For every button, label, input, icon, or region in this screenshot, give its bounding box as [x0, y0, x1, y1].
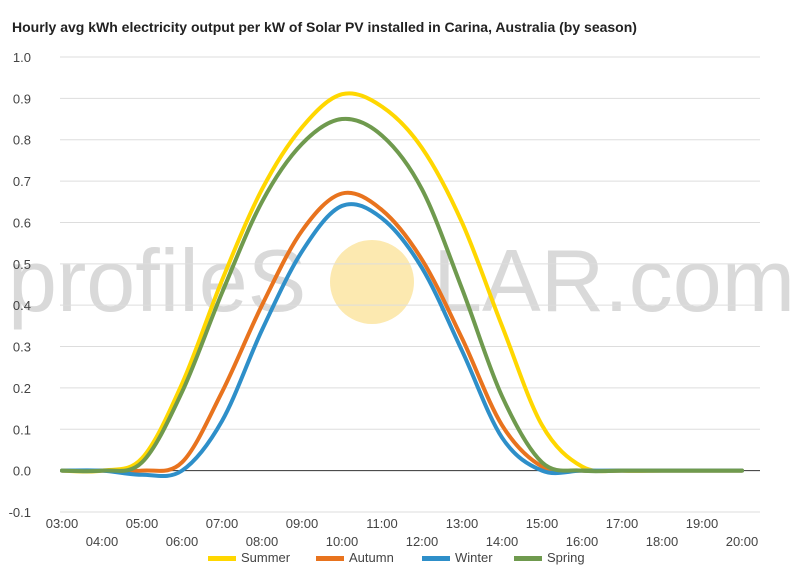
watermark-text-left: profileS — [8, 231, 306, 330]
x-tick-label: 11:00 — [366, 516, 398, 531]
series-line-spring — [60, 116, 744, 474]
x-tick-label: 09:00 — [286, 516, 319, 531]
watermark-sun-icon — [330, 240, 414, 324]
y-tick-label: 0.7 — [13, 174, 31, 189]
legend-label-spring: Spring — [547, 550, 585, 565]
y-tick-label: 0.3 — [13, 340, 31, 355]
x-tick-label: 16:00 — [566, 534, 599, 549]
x-tick-label: 17:00 — [606, 516, 639, 531]
legend-swatch-autumn — [316, 556, 344, 561]
y-tick-label: 0.2 — [13, 381, 31, 396]
y-tick-label: 0.6 — [13, 215, 31, 230]
y-tick-label: 0.5 — [13, 257, 31, 272]
series-lines — [60, 91, 744, 479]
y-tick-label: -0.1 — [9, 505, 31, 520]
x-tick-label: 13:00 — [446, 516, 479, 531]
legend: Summer Autumn Winter Spring — [208, 550, 585, 565]
x-tick-label: 03:00 — [46, 516, 79, 531]
watermark: profileS LAR.com — [8, 231, 795, 330]
legend-label-autumn: Autumn — [349, 550, 394, 565]
legend-swatch-spring — [514, 556, 542, 561]
legend-swatch-winter — [422, 556, 450, 561]
y-tick-label: 0.1 — [13, 422, 31, 437]
x-tick-label: 06:00 — [166, 534, 199, 549]
y-tick-label: 0.8 — [13, 133, 31, 148]
x-tick-label: 07:00 — [206, 516, 239, 531]
x-tick-label: 14:00 — [486, 534, 519, 549]
x-tick-label: 08:00 — [246, 534, 279, 549]
x-tick-label: 12:00 — [406, 534, 439, 549]
y-axis-ticks: 1.0 0.9 0.8 0.7 0.6 0.5 0.4 0.3 0.2 0.1 0.0 -0.1 — [9, 50, 31, 520]
y-tick-label: 1.0 — [13, 50, 31, 65]
y-tick-label: 0.9 — [13, 91, 31, 106]
x-tick-label: 15:00 — [526, 516, 559, 531]
y-tick-label: 0.4 — [13, 298, 31, 313]
watermark-text-right: LAR.com — [433, 231, 795, 330]
legend-label-winter: Winter — [455, 550, 493, 565]
legend-swatch-summer — [208, 556, 236, 561]
legend-label-summer: Summer — [241, 550, 291, 565]
x-tick-label: 18:00 — [646, 534, 679, 549]
chart-title: Hourly avg kWh electricity output per kW… — [12, 19, 637, 35]
x-tick-label: 04:00 — [86, 534, 119, 549]
x-tick-label: 20:00 — [726, 534, 759, 549]
x-tick-label: 19:00 — [686, 516, 719, 531]
x-tick-label: 05:00 — [126, 516, 159, 531]
x-axis-ticks: 03:00 04:00 05:00 06:00 07:00 08:00 09:00 10:00… — [46, 516, 759, 549]
y-tick-label: 0.0 — [13, 464, 31, 479]
x-tick-label: 10:00 — [326, 534, 359, 549]
